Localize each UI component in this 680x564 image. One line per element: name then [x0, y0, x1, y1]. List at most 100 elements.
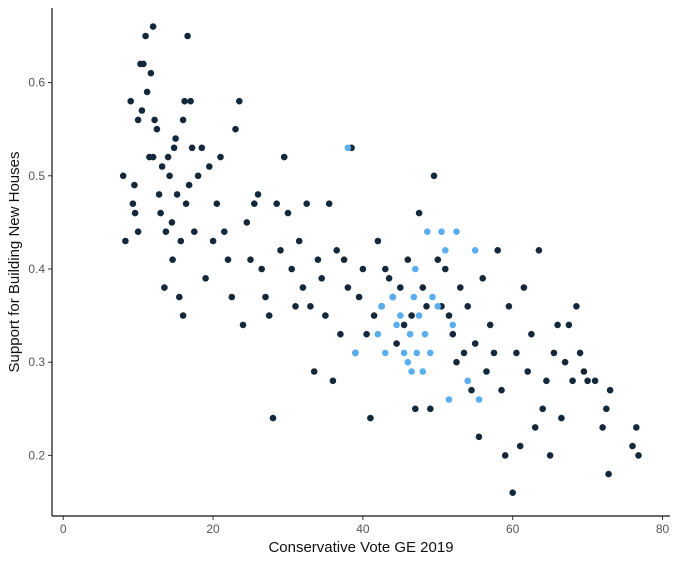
data-point-s0-19: [155, 191, 163, 198]
data-point-s0-116: [471, 340, 479, 347]
data-point-s0-52: [232, 125, 239, 133]
data-point-s0-67: [288, 265, 296, 273]
data-point-s0-76: [322, 312, 329, 319]
data-point-s1-19: [427, 349, 434, 357]
data-point-s0-44: [202, 275, 209, 282]
data-point-s0-46: [209, 237, 217, 245]
data-point-s0-140: [561, 358, 569, 366]
data-point-s1-6: [393, 321, 400, 329]
x-axis-title: Conservative Vote GE 2019: [268, 539, 453, 556]
data-point-s0-12: [143, 88, 151, 96]
data-point-s0-1: [122, 237, 129, 245]
data-point-s0-121: [490, 349, 498, 357]
data-point-s0-147: [591, 377, 599, 385]
data-point-s0-71: [303, 200, 311, 207]
data-point-s0-54: [239, 321, 247, 329]
data-point-s0-118: [479, 275, 487, 282]
y-tick-label: 0.5: [28, 169, 45, 183]
data-point-s1-2: [374, 330, 382, 338]
data-point-s0-132: [531, 424, 539, 431]
data-point-s0-154: [635, 452, 642, 459]
data-point-s1-14: [413, 349, 421, 357]
data-point-s0-123: [498, 386, 505, 394]
data-point-s0-20: [157, 209, 164, 217]
data-point-s0-134: [539, 405, 546, 413]
data-point-s0-22: [161, 284, 168, 291]
data-point-s0-73: [310, 368, 318, 375]
y-tick-label: 0.3: [28, 355, 45, 369]
data-point-s0-151: [606, 386, 614, 394]
data-point-s1-29: [475, 396, 483, 403]
data-point-s0-64: [277, 247, 284, 254]
data-point-s0-61: [265, 312, 273, 319]
data-point-s1-0: [344, 144, 352, 152]
data-point-s0-130: [524, 368, 531, 375]
data-point-s0-69: [295, 237, 303, 245]
x-tick-label: 20: [206, 522, 220, 536]
data-point-s0-42: [194, 172, 202, 180]
data-point-s0-105: [430, 172, 438, 180]
data-point-s0-142: [569, 377, 576, 385]
data-point-s0-6: [134, 116, 142, 124]
y-tick-label: 0.2: [28, 448, 45, 462]
y-tick-label: 0.4: [28, 262, 45, 276]
data-point-s0-86: [359, 265, 367, 273]
data-point-s0-113: [460, 349, 468, 357]
data-point-s0-26: [168, 219, 176, 226]
data-point-s0-149: [603, 405, 610, 413]
data-point-s0-15: [149, 23, 157, 30]
data-point-s0-14: [147, 69, 155, 77]
data-point-s0-88: [367, 414, 374, 422]
data-point-s0-129: [520, 284, 528, 291]
data-point-s0-58: [254, 191, 262, 198]
data-point-s0-119: [483, 368, 490, 375]
data-point-s0-82: [344, 284, 352, 291]
data-point-s0-111: [453, 358, 460, 366]
data-point-s0-68: [292, 303, 299, 310]
data-point-s1-20: [429, 293, 436, 301]
data-point-s1-21: [434, 303, 442, 310]
data-point-s0-117: [475, 433, 483, 441]
data-point-s0-24: [164, 153, 172, 161]
data-point-s0-16: [149, 153, 157, 161]
data-point-s0-127: [513, 349, 520, 357]
x-tick-label: 0: [60, 522, 67, 536]
data-point-s0-17: [151, 116, 158, 124]
data-point-s1-15: [415, 312, 423, 319]
data-point-s1-8: [400, 349, 408, 357]
data-point-s1-9: [404, 358, 412, 366]
y-axis-title: Support for Building New Houses: [6, 152, 23, 373]
data-point-s0-30: [173, 191, 181, 198]
data-point-s0-141: [565, 321, 573, 329]
data-point-s0-137: [550, 349, 558, 357]
data-point-s1-17: [421, 330, 429, 338]
data-point-s0-85: [355, 293, 363, 301]
data-point-s0-115: [468, 386, 475, 394]
data-point-s0-72: [307, 303, 314, 310]
data-point-s0-74: [314, 256, 322, 264]
data-point-s0-79: [333, 247, 341, 254]
data-point-s0-98: [404, 256, 412, 264]
data-point-s0-53: [236, 97, 243, 105]
data-point-s0-27: [169, 256, 176, 264]
data-point-s0-125: [505, 303, 513, 310]
data-point-s0-41: [191, 228, 198, 235]
data-point-s0-2: [127, 97, 134, 105]
data-point-s0-65: [280, 153, 288, 161]
data-point-s0-150: [605, 470, 612, 478]
data-point-s0-11: [142, 32, 149, 40]
data-point-s0-60: [262, 293, 269, 301]
data-point-s0-108: [442, 265, 449, 273]
data-point-s0-131: [528, 330, 535, 338]
data-point-s0-148: [599, 424, 606, 431]
data-point-s0-18: [153, 125, 161, 133]
data-point-s0-37: [184, 32, 191, 40]
data-point-s0-92: [382, 265, 389, 273]
data-point-s1-28: [471, 247, 479, 254]
data-point-s0-75: [318, 275, 326, 282]
data-point-s1-5: [389, 293, 397, 301]
data-point-s0-77: [325, 200, 333, 207]
data-point-s1-3: [378, 303, 385, 310]
data-point-s1-4: [382, 349, 389, 357]
